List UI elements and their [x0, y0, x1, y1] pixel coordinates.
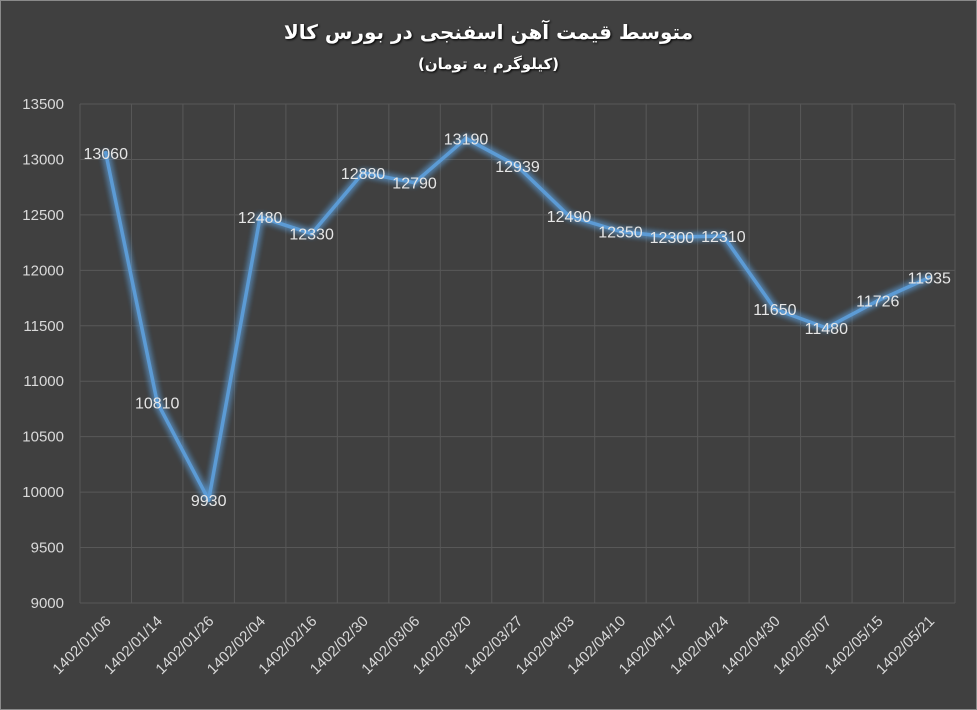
data-label: 9930: [191, 493, 227, 510]
data-point: [103, 150, 108, 155]
data-label: 11935: [908, 271, 951, 288]
data-label: 12310: [701, 229, 746, 246]
y-tick-label: 13000: [22, 151, 64, 168]
y-tick-label: 9500: [31, 540, 64, 557]
data-point: [875, 298, 880, 303]
data-label: 12790: [392, 176, 437, 193]
data-label: 11650: [753, 302, 796, 319]
y-tick-label: 12000: [22, 262, 64, 279]
data-label: 11726: [856, 294, 899, 311]
chart-subtitle: (کیلوگرم به تومان): [417, 55, 560, 73]
data-point: [669, 235, 674, 240]
data-point: [618, 229, 623, 234]
data-point: [258, 215, 263, 220]
data-point: [566, 213, 571, 218]
series-line: [103, 136, 931, 502]
data-label: 12939: [495, 159, 540, 176]
data-point: [361, 170, 366, 175]
data-point: [206, 497, 211, 502]
data-label: 11480: [805, 321, 848, 338]
data-point: [515, 164, 520, 169]
y-tick-label: 10000: [22, 484, 64, 501]
y-tick-label: 11500: [23, 318, 64, 335]
data-label: 12490: [547, 209, 592, 226]
data-point: [927, 275, 932, 280]
data-label: 10810: [135, 395, 180, 412]
data-point: [412, 180, 417, 185]
chart-title: متوسط قیمت آهن اسفنجی در بورس کالا: [283, 20, 694, 44]
data-point: [772, 307, 777, 312]
y-tick-label: 13500: [22, 96, 64, 113]
data-label: 12330: [289, 227, 334, 244]
data-label: 12300: [650, 230, 695, 247]
y-tick-label: 11000: [23, 373, 64, 390]
data-label: 12350: [598, 225, 643, 242]
data-point: [464, 136, 469, 141]
data-label: 13060: [83, 146, 128, 163]
data-point: [309, 231, 314, 236]
y-tick-label: 12500: [22, 207, 64, 224]
y-tick-label: 10500: [22, 429, 64, 446]
y-tick-label: 9000: [31, 595, 64, 612]
data-label: 13190: [444, 131, 489, 148]
data-label: 12480: [238, 210, 283, 227]
data-point: [155, 400, 160, 405]
data-point: [721, 233, 726, 238]
data-point: [824, 325, 829, 330]
data-label: 12880: [341, 166, 386, 183]
